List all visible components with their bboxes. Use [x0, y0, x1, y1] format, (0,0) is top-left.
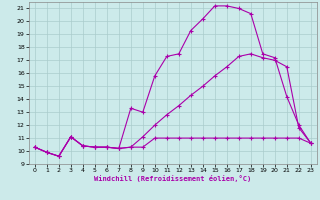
X-axis label: Windchill (Refroidissement éolien,°C): Windchill (Refroidissement éolien,°C) [94, 175, 252, 182]
